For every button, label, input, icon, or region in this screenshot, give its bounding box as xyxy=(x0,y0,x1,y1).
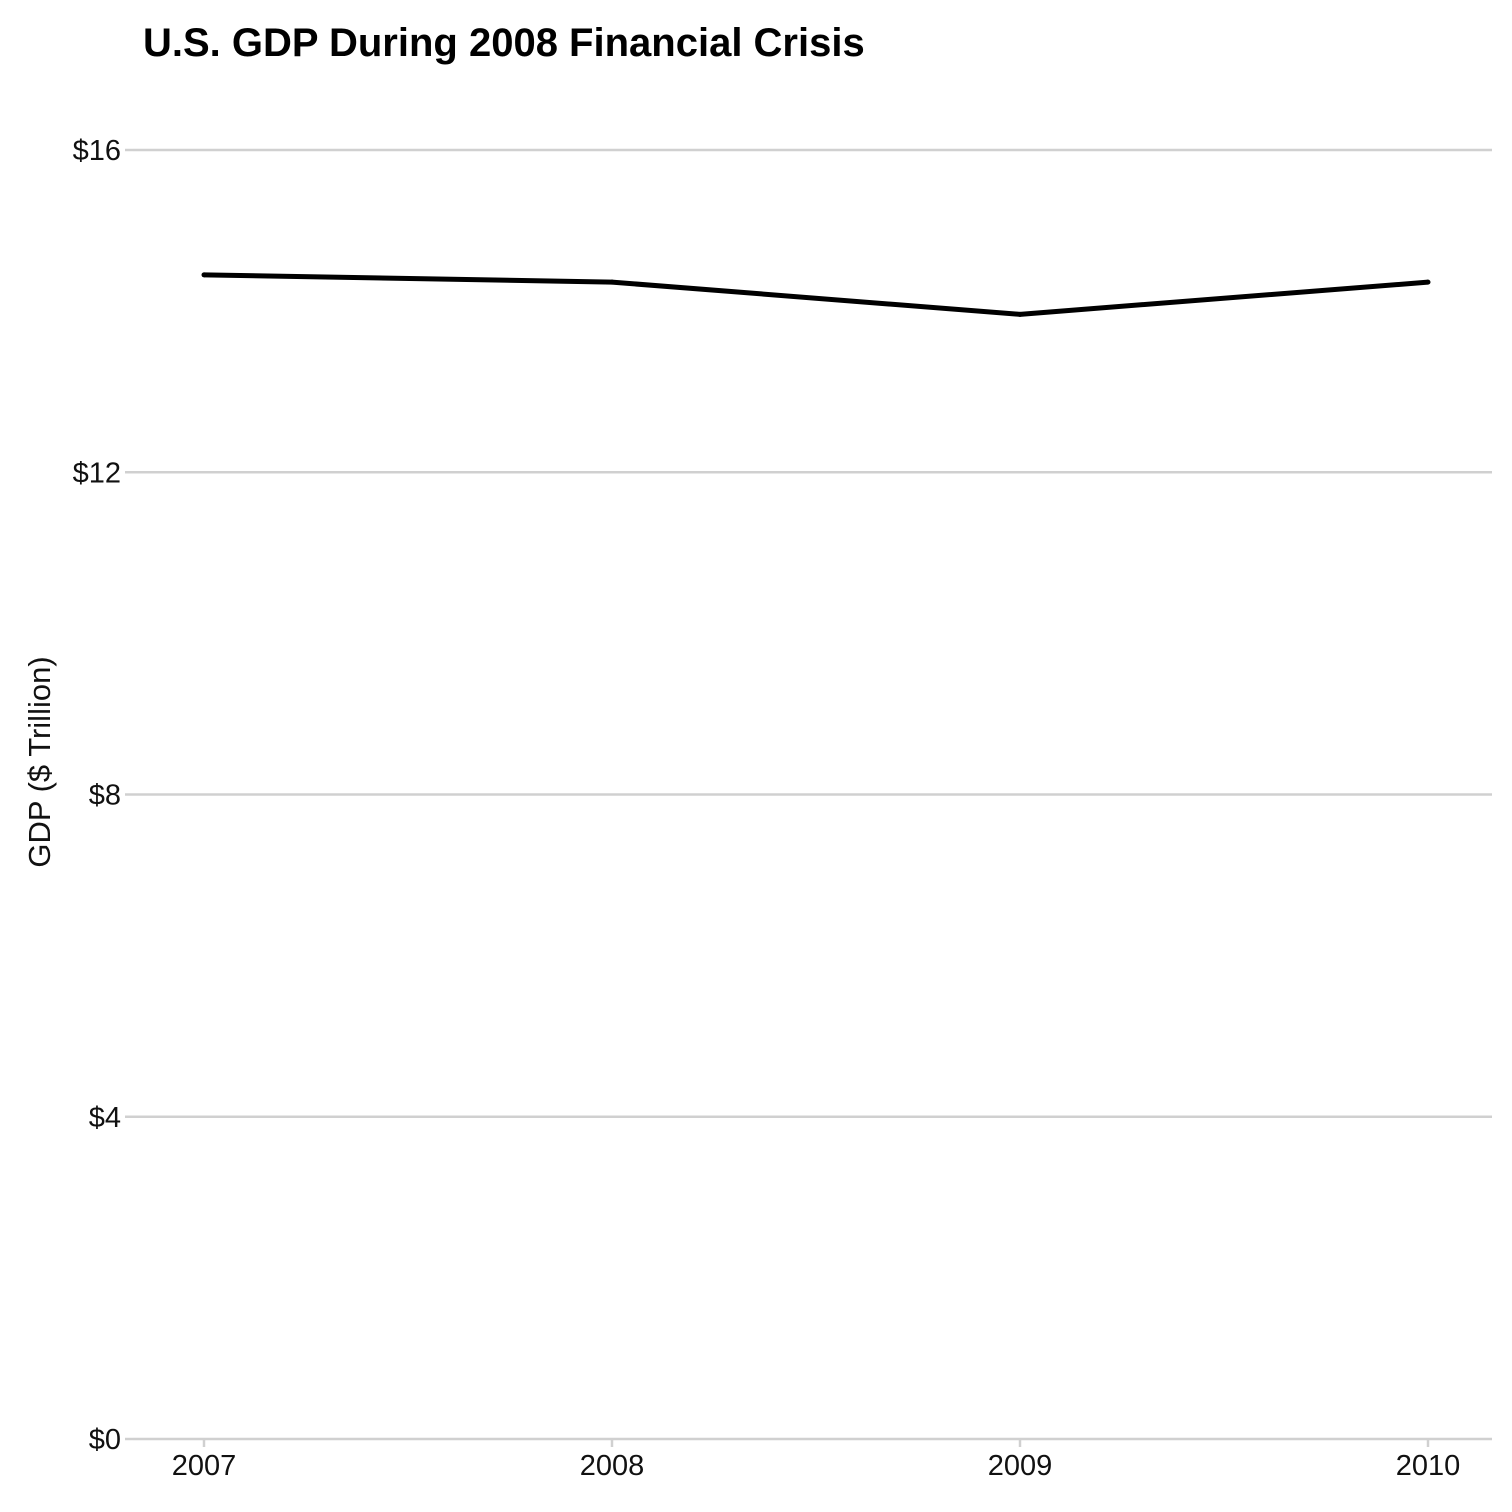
y-axis-title: GDP ($ Trillion) xyxy=(22,656,57,867)
chart-title: U.S. GDP During 2008 Financial Crisis xyxy=(143,21,865,65)
y-axis-ticks: $0 $4 $8 $12 $16 xyxy=(73,135,133,1456)
y-tick-label: $0 xyxy=(89,1424,121,1456)
data-point xyxy=(1425,279,1431,285)
data-point xyxy=(609,279,615,285)
y-tick-label: $12 xyxy=(73,457,121,489)
x-tick-label: 2007 xyxy=(172,1450,237,1482)
y-tick-label: $16 xyxy=(73,135,121,167)
x-tick-label: 2010 xyxy=(1396,1450,1461,1482)
data-point xyxy=(201,272,207,278)
y-tick-label: $8 xyxy=(89,780,121,812)
y-tick-label: $4 xyxy=(89,1102,121,1134)
x-axis-ticks: 2007 2008 2009 2010 xyxy=(172,1439,1461,1482)
x-tick-label: 2009 xyxy=(988,1450,1053,1482)
series-line xyxy=(203,272,1429,317)
data-point xyxy=(1017,311,1023,317)
gridlines xyxy=(133,148,1492,1441)
x-tick-label: 2008 xyxy=(580,1450,645,1482)
series-layer xyxy=(201,272,1431,317)
